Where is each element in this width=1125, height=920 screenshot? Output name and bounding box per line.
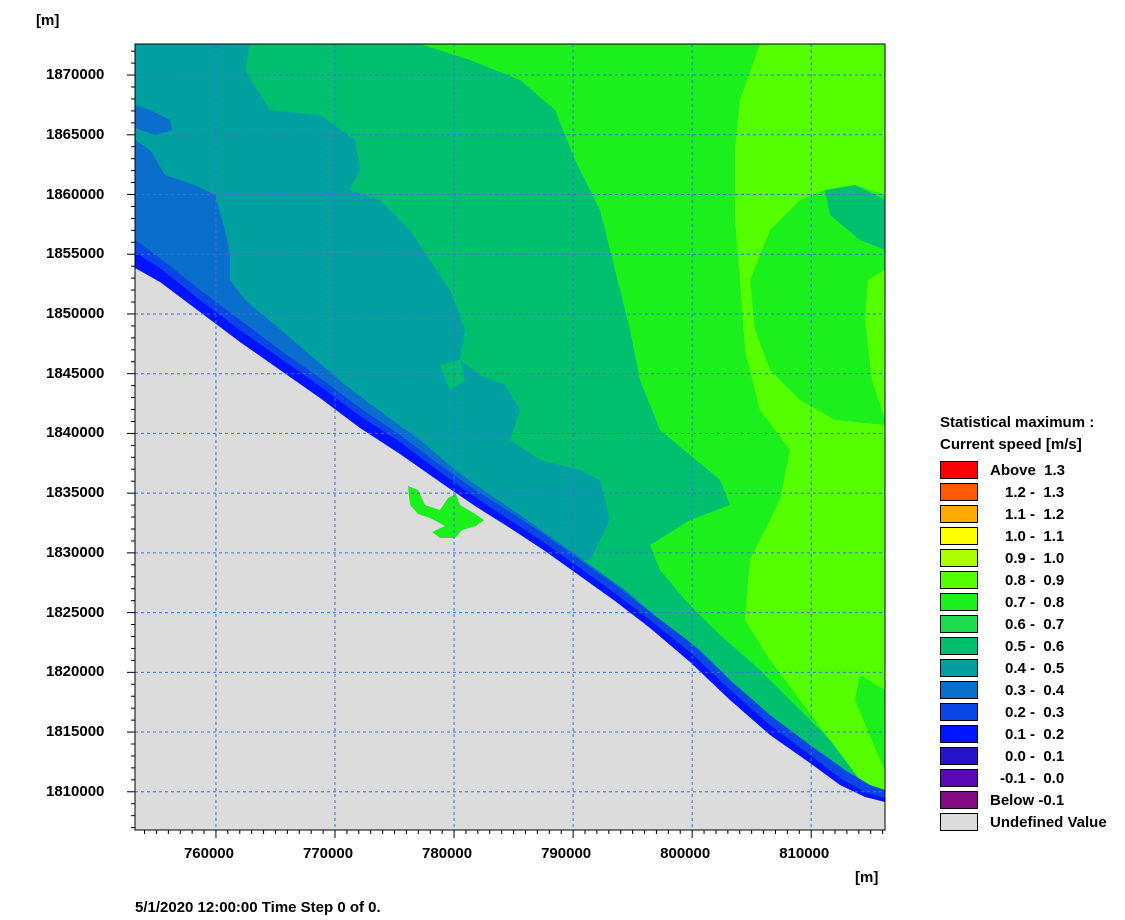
current-speed-field — [135, 44, 885, 830]
y-axis-unit: [m] — [36, 12, 60, 29]
status-timestamp: 5/1/2020 12:00:00 Time Step 0 of 0. — [135, 899, 381, 916]
legend-swatch — [940, 549, 978, 567]
grid-lines — [135, 44, 885, 830]
legend-swatch — [940, 527, 978, 545]
y-tick-label: 1850000 — [46, 304, 105, 322]
legend-subtitle: Current speed [m/s] — [940, 436, 1082, 453]
legend-label: 1.0 - 1.1 — [1005, 528, 1065, 545]
legend-swatch — [940, 505, 978, 523]
x-tick-label: 790000 — [541, 845, 592, 862]
legend-swatch — [940, 747, 978, 765]
x-tick-label: 770000 — [303, 845, 354, 862]
x-axis-unit: [m] — [855, 869, 879, 886]
x-tick-label: 800000 — [660, 845, 711, 862]
legend-label: Below -0.1 — [990, 792, 1065, 809]
y-tick-label: 1830000 — [46, 543, 105, 561]
legend-label: Above 1.3 — [990, 462, 1066, 479]
legend-label: 0.8 - 0.9 — [1005, 572, 1065, 589]
field-0-8-0-9 — [735, 44, 885, 800]
legend-swatch — [940, 703, 978, 721]
legend-label: 0.1 - 0.2 — [1005, 726, 1065, 743]
legend-swatch — [940, 791, 978, 809]
field-0-5-0-6-pocket — [825, 185, 885, 250]
y-tick-label: 1835000 — [46, 484, 105, 502]
y-tick-label: 1860000 — [46, 185, 105, 203]
y-tick-label: 1815000 — [46, 723, 105, 741]
y-tick-label: 1810000 — [46, 782, 105, 800]
legend-swatch — [940, 615, 978, 633]
x-tick-label: 760000 — [183, 845, 234, 862]
legend-label: 0.6 - 0.7 — [1005, 616, 1065, 633]
x-tick-label: 810000 — [779, 845, 830, 862]
legend-label: 1.1 - 1.2 — [1005, 506, 1065, 523]
legend-label: 1.2 - 1.3 — [1005, 484, 1065, 501]
legend-swatch — [940, 637, 978, 655]
plot-frame — [134, 43, 886, 831]
legend-swatch — [940, 461, 978, 479]
y-tick-label: 1855000 — [46, 245, 105, 263]
y-tick-label: 1870000 — [46, 66, 105, 84]
legend-label: 0.3 - 0.4 — [1005, 682, 1065, 699]
y-tick-label: 1840000 — [46, 424, 105, 442]
legend-swatch — [940, 769, 978, 787]
legend-label: -0.1 - 0.0 — [1000, 770, 1065, 787]
y-tick-label: 1820000 — [46, 663, 105, 681]
legend-swatch — [940, 483, 978, 501]
field-0-5-0-6-small — [440, 360, 465, 390]
legend-swatch — [940, 659, 978, 677]
legend-swatch — [940, 813, 978, 831]
field-0-8-0-9-east-edge — [865, 270, 885, 420]
legend-label: 0.2 - 0.3 — [1005, 704, 1065, 721]
field-0-3-0-4-north — [135, 105, 172, 135]
legend-label: 0.0 - 0.1 — [1005, 748, 1065, 765]
legend-label: 0.4 - 0.5 — [1005, 660, 1065, 677]
legend-swatch — [940, 571, 978, 589]
legend-label: 0.9 - 1.0 — [1005, 550, 1065, 567]
x-tick-label: 780000 — [422, 845, 473, 862]
field-0-4-0-5 — [135, 44, 610, 560]
y-tick-label: 1825000 — [46, 603, 105, 621]
land-undefined — [135, 268, 885, 830]
legend-label: 0.5 - 0.6 — [1005, 638, 1065, 655]
y-tick-label: 1865000 — [46, 125, 105, 143]
legend-swatch — [940, 681, 978, 699]
legend-title: Statistical maximum : — [940, 414, 1095, 431]
legend-swatch — [940, 725, 978, 743]
legend-swatch — [940, 593, 978, 611]
legend-label: 0.7 - 0.8 — [1005, 594, 1065, 611]
island-feature — [408, 486, 484, 538]
y-tick-label: 1845000 — [46, 364, 105, 382]
axis-ticks — [127, 50, 884, 838]
legend-label: Undefined Value — [990, 814, 1107, 831]
